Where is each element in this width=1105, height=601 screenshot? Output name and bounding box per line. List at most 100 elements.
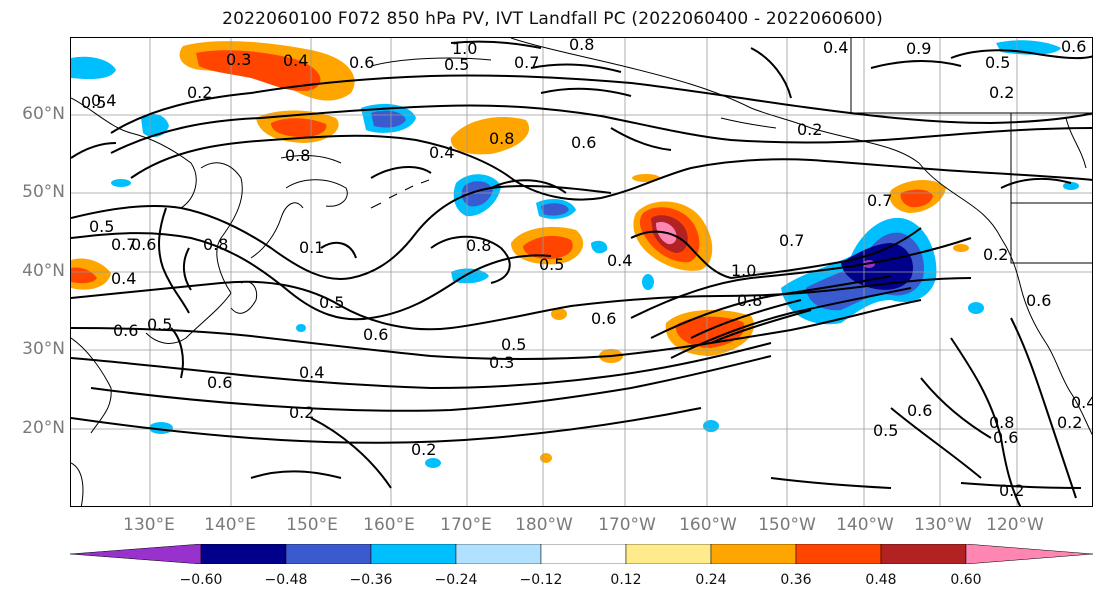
contour-label: 0.5 <box>319 293 344 312</box>
map-panel: 0.3 0.4 0.6 1.0 0.5 0.7 0.8 0.9 0.6 0.5 … <box>70 37 1093 507</box>
contour-label: 0.8 <box>569 38 594 54</box>
contour-label: 1.0 <box>452 39 477 58</box>
contour-label: 0.6 <box>363 325 388 344</box>
colorbar <box>70 544 1093 564</box>
contour-label: 0.4 <box>283 51 308 70</box>
contour-label: 0.5 <box>444 55 469 74</box>
contour-label: 0.2 <box>187 83 212 102</box>
colorbar-tick-label: −0.36 <box>349 572 393 588</box>
colorbar-segment <box>880 544 967 564</box>
contour-label: 0.3 <box>226 50 251 69</box>
lon-label-160e: 160°E <box>363 515 415 535</box>
contour-label: 0.5 <box>501 335 526 354</box>
contour-label: 0.6 <box>131 235 156 254</box>
contour-label: 0.8 <box>489 129 514 148</box>
contour-labels: 0.3 0.4 0.6 1.0 0.5 0.7 0.8 0.9 0.6 0.5 … <box>81 38 1093 500</box>
negative-anomaly <box>141 113 169 138</box>
lon-label-130w: 130°W <box>914 515 972 535</box>
lon-label-140e: 140°E <box>204 515 256 535</box>
negative-anomaly <box>841 243 913 290</box>
contour-label: 0.2 <box>411 440 436 459</box>
negative-anomaly <box>461 181 493 207</box>
contour-label: 0.4 <box>91 91 116 110</box>
colorbar-segments <box>70 544 1093 564</box>
colorbar-segment <box>795 544 882 564</box>
contour-label: 0.4 <box>111 269 136 288</box>
contour-label: 0.6 <box>113 321 138 340</box>
positive-anomaly <box>71 267 97 284</box>
colorbar-tick-label: −0.24 <box>434 572 478 588</box>
contour-label: 0.8 <box>737 291 762 310</box>
lat-label-30n: 30°N <box>22 339 65 359</box>
contour-label: 0.5 <box>81 93 106 112</box>
lon-label-120w: 120°W <box>986 515 1044 535</box>
contour-label: 0.6 <box>591 309 616 328</box>
colorbar-segment <box>285 544 372 564</box>
contour-label: 0.2 <box>999 481 1024 500</box>
contour-label: 0.5 <box>985 53 1010 72</box>
contour-label: 0.7 <box>867 191 892 210</box>
contour-label: 0.2 <box>989 83 1014 102</box>
contour-label: 0.2 <box>1057 413 1082 432</box>
negative-anomaly <box>541 203 569 216</box>
contour-label: 0.1 <box>299 238 324 257</box>
contour-label: 0.4 <box>607 251 632 270</box>
contour-label: 0.8 <box>203 235 228 254</box>
positive-anomaly <box>450 117 530 155</box>
lon-label-140w: 140°W <box>836 515 894 535</box>
lat-label-60n: 60°N <box>22 104 65 124</box>
colorbar-segment <box>965 544 1093 564</box>
chart-title: 2022060100 F072 850 hPa PV, IVT Landfall… <box>222 9 883 29</box>
contour-label: 0.2 <box>797 120 822 139</box>
negative-anomaly <box>111 179 131 187</box>
colorbar-segment <box>200 544 287 564</box>
contour-label: 0.2 <box>983 245 1008 264</box>
contour-label: 0.8 <box>989 413 1014 432</box>
lat-label-40n: 40°N <box>22 261 65 281</box>
contour-label: 0.9 <box>906 39 931 58</box>
lon-label-150e: 150°E <box>286 515 338 535</box>
contour-label: 0.3 <box>489 353 514 372</box>
positive-anomaly <box>540 453 552 463</box>
colorbar-segment <box>625 544 712 564</box>
negative-anomaly <box>642 274 654 290</box>
contour-label: 0.8 <box>285 146 310 165</box>
positive-anomaly <box>900 189 933 208</box>
contour-label: 1.0 <box>731 261 756 280</box>
contour-label: 0.2 <box>289 403 314 422</box>
negative-anomaly <box>425 458 441 468</box>
contour-label: 0.4 <box>1071 393 1093 412</box>
colorbar-segment <box>540 544 627 564</box>
contour-label: 0.5 <box>89 217 114 236</box>
positive-anomaly <box>551 308 567 320</box>
colorbar-tick-label: 0.24 <box>695 572 727 588</box>
colorbar-segment <box>370 544 457 564</box>
lon-label-170w: 170°W <box>598 515 656 535</box>
negative-anomaly <box>703 420 719 432</box>
contour-label: 0.4 <box>299 363 324 382</box>
contour-label: 0.6 <box>1026 291 1051 310</box>
lat-label-20n: 20°N <box>22 418 65 438</box>
colorbar-tick-label: −0.48 <box>264 572 308 588</box>
positive-anomaly <box>271 118 327 138</box>
lon-label-130e: 130°E <box>123 515 175 535</box>
contour-label: 0.4 <box>823 38 848 57</box>
colorbar-tick-label: 0.12 <box>610 572 642 588</box>
lon-label-170e: 170°E <box>440 515 492 535</box>
lon-label-160w: 160°W <box>679 515 737 535</box>
contour-label: 0.4 <box>429 143 454 162</box>
negative-anomaly <box>296 324 306 332</box>
contour-label: 0.6 <box>349 53 374 72</box>
negative-anomaly <box>1063 182 1079 190</box>
contour-label: 0.7 <box>779 231 804 250</box>
contour-label: 0.6 <box>993 428 1018 447</box>
positive-anomaly <box>523 235 573 259</box>
colorbar-segment <box>710 544 797 564</box>
contour-label: 0.5 <box>873 421 898 440</box>
colorbar-tick-label: 0.48 <box>865 572 897 588</box>
contour-label: 0.6 <box>907 401 932 420</box>
negative-anomaly <box>968 302 984 314</box>
colorbar-segment <box>455 544 542 564</box>
contour-label: 0.7 <box>514 53 539 72</box>
lon-label-150w: 150°W <box>758 515 816 535</box>
